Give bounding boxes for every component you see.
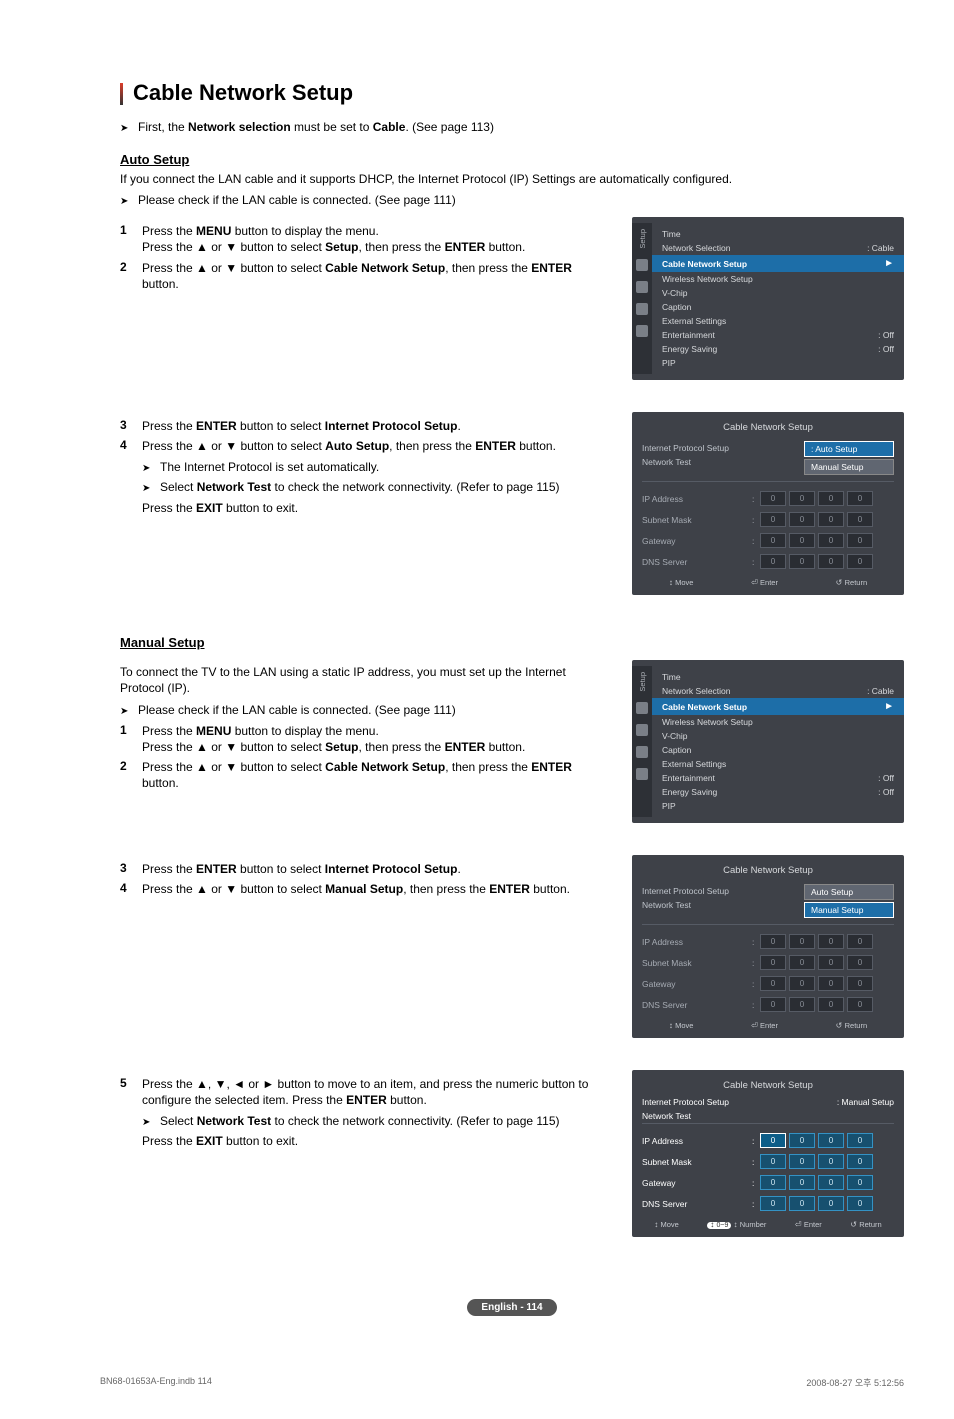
picture-icon	[636, 259, 648, 271]
page-title: Cable Network Setup	[100, 80, 904, 106]
arrow-icon	[142, 1113, 160, 1130]
auto-step-1: 1 Press the MENU button to display the m…	[120, 223, 608, 255]
doc-file-name: BN68-01653A-Eng.indb 114	[100, 1376, 212, 1389]
picture-icon	[636, 702, 648, 714]
title-accent	[120, 83, 123, 105]
setup-icon	[636, 281, 648, 293]
intro-line: First, the Network selection must be set…	[120, 120, 904, 134]
arrow-icon	[120, 120, 138, 134]
manual-setup-option: Manual Setup	[804, 459, 894, 475]
manual-step-3: 3 Press the ENTER button to select Inter…	[120, 861, 608, 877]
doc-timestamp: 2008-08-27 오후 5:12:56	[806, 1376, 904, 1389]
manual-step-5: 5 Press the ▲, ▼, ◄ or ► button to move …	[120, 1076, 608, 1153]
arrow-icon	[142, 459, 160, 476]
tv-setup-menu-1: Setup Time Network Selection: Cable Cabl…	[632, 217, 904, 380]
cns-panel-manual-entry: Cable Network Setup Internet Protocol Se…	[632, 1070, 904, 1237]
manual-check: Please check if the LAN cable is connect…	[120, 703, 608, 717]
setup-sidebar: Setup	[632, 223, 652, 374]
manual-step-4: 4 Press the ▲ or ▼ button to select Manu…	[120, 881, 608, 897]
document-footer: BN68-01653A-Eng.indb 114 2008-08-27 오후 5…	[100, 1376, 904, 1389]
chevron-right-icon: ►	[884, 258, 894, 269]
cns-panel-manual-select: Cable Network Setup Internet Protocol Se…	[632, 855, 904, 1038]
app-icon	[636, 768, 648, 780]
arrow-icon	[120, 703, 138, 717]
auto-step-3: 3 Press the ENTER button to select Inter…	[120, 418, 608, 434]
auto-setup-option: Auto Setup	[804, 884, 894, 900]
setup-sidebar: Setup	[632, 666, 652, 817]
auto-setup-option: : Auto Setup	[804, 441, 894, 457]
input-icon	[636, 746, 648, 758]
auto-check: Please check if the LAN cable is connect…	[120, 193, 904, 207]
cns-panel-auto: Cable Network Setup Internet Protocol Se…	[632, 412, 904, 595]
auto-setup-heading: Auto Setup	[120, 152, 904, 167]
arrow-icon	[142, 479, 160, 496]
highlight-cable-network-setup: Cable Network Setup►	[652, 255, 904, 272]
auto-step-4: 4 Press the ▲ or ▼ button to select Auto…	[120, 438, 608, 519]
setup-icon	[636, 724, 648, 736]
auto-desc: If you connect the LAN cable and it supp…	[120, 171, 904, 187]
auto-step-2: 2 Press the ▲ or ▼ button to select Cabl…	[120, 260, 608, 292]
page-footer: English - 114	[120, 1299, 904, 1316]
manual-desc: To connect the TV to the LAN using a sta…	[120, 664, 608, 696]
manual-step-2: 2 Press the ▲ or ▼ button to select Cabl…	[120, 759, 608, 791]
manual-setup-heading: Manual Setup	[120, 635, 904, 650]
page-number-badge: English - 114	[467, 1299, 556, 1316]
input-icon	[636, 303, 648, 315]
tv-setup-menu-2: Setup Time Network Selection: Cable Cabl…	[632, 660, 904, 823]
manual-step-1: 1 Press the MENU button to display the m…	[120, 723, 608, 755]
manual-setup-option: Manual Setup	[804, 902, 894, 918]
arrow-icon	[120, 193, 138, 207]
app-icon	[636, 325, 648, 337]
